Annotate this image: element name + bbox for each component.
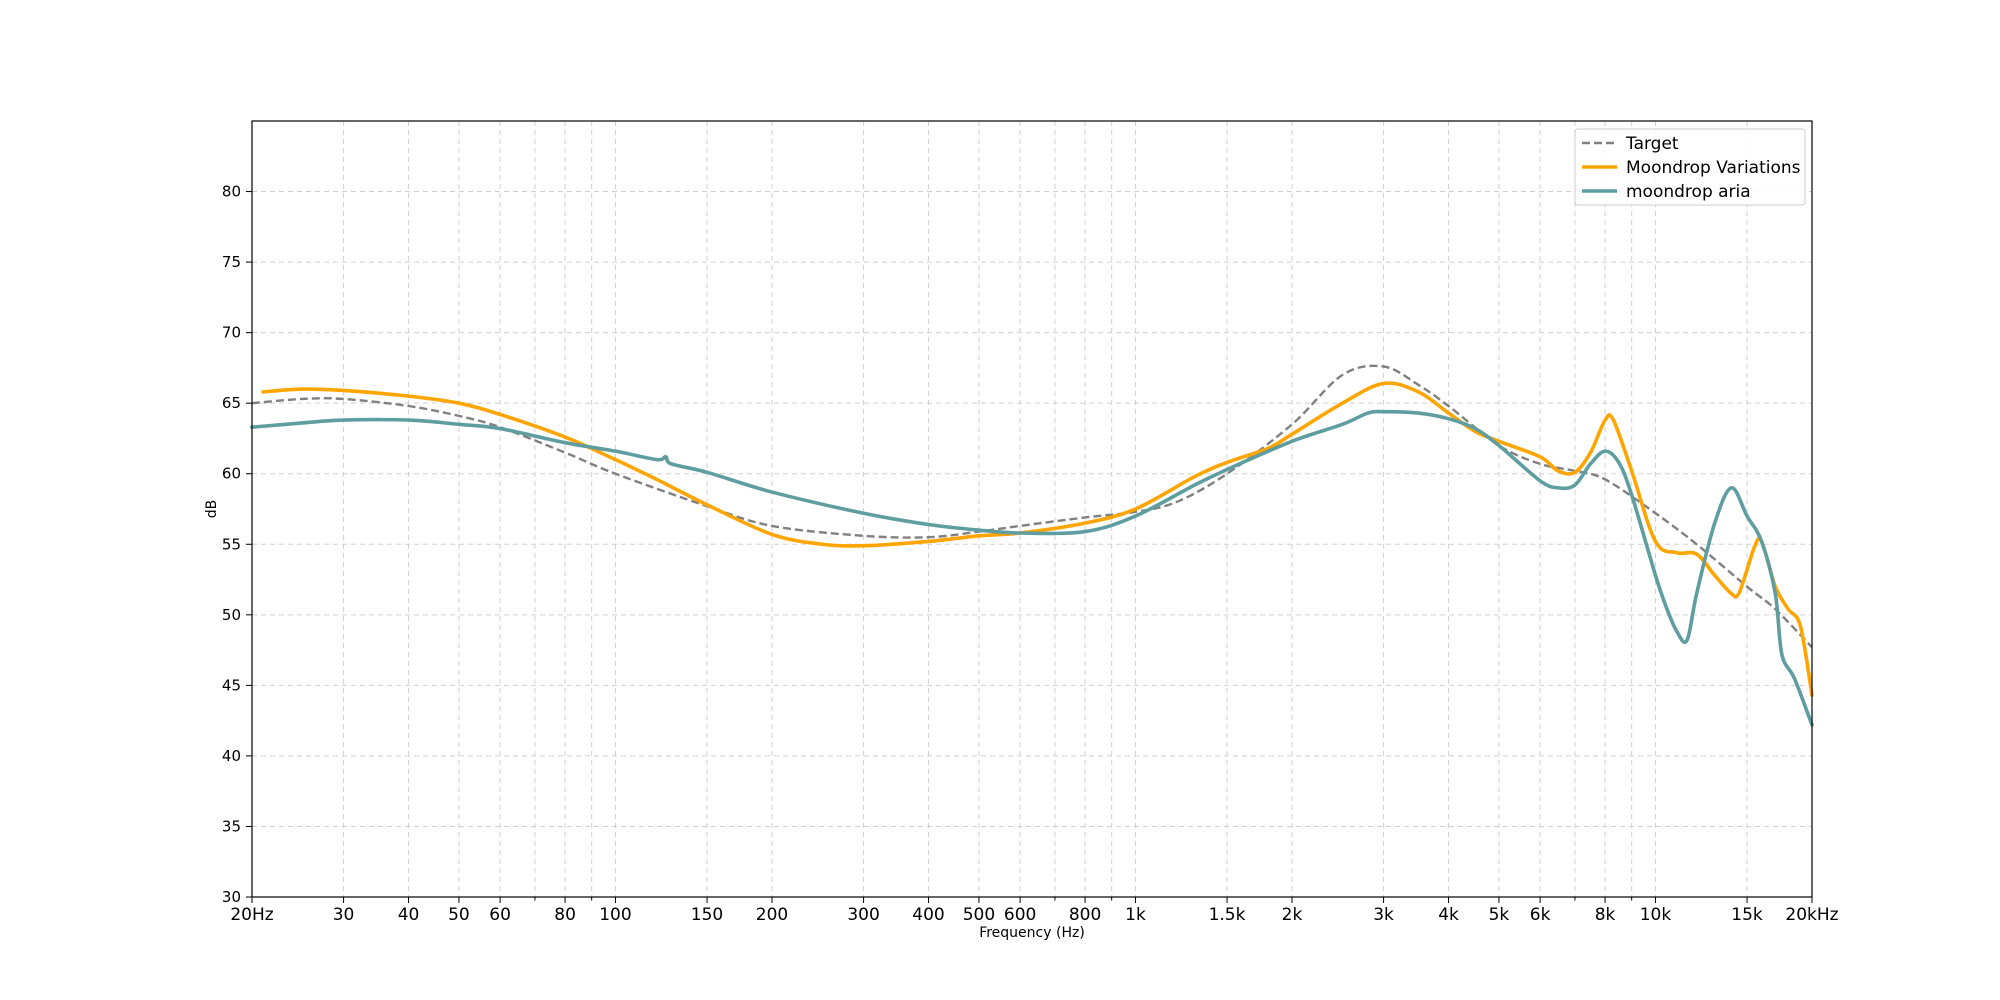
x-tick-label: 3k [1373, 905, 1394, 925]
series-line-moondrop-variations [261, 381, 1814, 698]
x-tick-label: 500 [963, 905, 995, 925]
legend-label: moondrop aria [1626, 182, 1751, 202]
y-tick-label: 55 [222, 535, 241, 553]
y-tick-label: 30 [222, 888, 241, 906]
x-axis-label: Frequency (Hz) [979, 925, 1085, 941]
x-tick-label: 50 [448, 905, 470, 925]
x-tick-label: 30 [333, 905, 355, 925]
x-tick-label: 300 [847, 905, 879, 925]
y-tick-label: 75 [222, 253, 241, 271]
y-tick-label: 80 [222, 183, 241, 201]
x-tick-label: 150 [691, 905, 723, 925]
x-tick-label: 1k [1125, 905, 1146, 925]
x-tick-label: 200 [756, 905, 788, 925]
y-tick-label: 40 [222, 747, 241, 765]
y-tick-label: 50 [222, 606, 241, 624]
x-tick-label: 100 [599, 905, 631, 925]
x-tick-label: 4k [1438, 905, 1459, 925]
x-tick-label: 20Hz [230, 905, 273, 925]
y-axis-label: dB [204, 500, 220, 519]
legend-label: Target [1625, 134, 1679, 154]
x-tick-label: 10k [1640, 905, 1672, 925]
legend-box [1574, 128, 1806, 206]
legend-label: Moondrop Variations [1626, 158, 1801, 178]
plot-frame [251, 120, 1813, 898]
x-tick-label: 5k [1489, 905, 1510, 925]
series-line-moondrop-aria [250, 409, 1814, 727]
y-tick-label: 60 [222, 465, 241, 483]
y-tick-label: 70 [222, 324, 241, 342]
x-tick-label: 600 [1004, 905, 1036, 925]
grid-lines [251, 121, 1813, 898]
x-tick-label: 40 [398, 905, 420, 925]
x-tick-label: 1.5k [1209, 905, 1246, 925]
series-layer [250, 364, 1814, 727]
legend: Target Moondrop Variations moondrop aria [1574, 128, 1806, 206]
axis-ticks: 20Hz 30 40 50 60 80 100 150 200 300 400 500 600 800 1k… [222, 183, 1839, 925]
x-tick-label: 80 [554, 905, 576, 925]
y-tick-label: 35 [222, 817, 241, 835]
y-tick-label: 45 [222, 676, 241, 694]
plot-area [252, 121, 1812, 897]
x-tick-label: 20kHz [1785, 905, 1838, 925]
x-tick-label: 15k [1731, 905, 1763, 925]
x-tick-label: 400 [912, 905, 944, 925]
x-tick-label: 60 [489, 905, 511, 925]
x-tick-label: 2k [1282, 905, 1303, 925]
x-tick-label: 800 [1069, 905, 1101, 925]
x-tick-label: 8k [1595, 905, 1616, 925]
y-tick-label: 65 [222, 394, 241, 412]
x-tick-label: 6k [1530, 905, 1551, 925]
